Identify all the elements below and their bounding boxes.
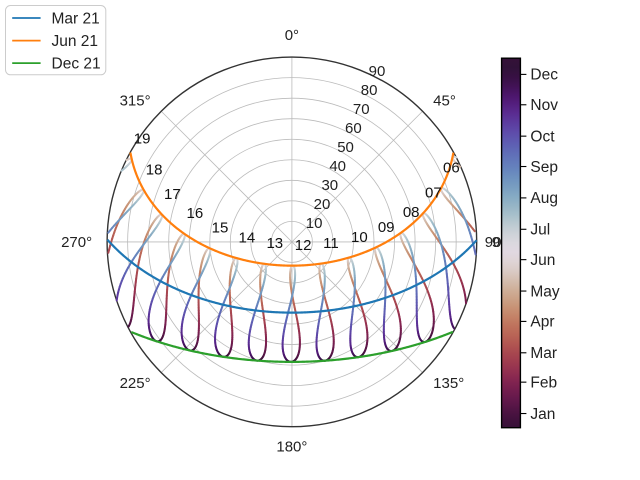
svg-text:Jun: Jun (530, 252, 555, 269)
svg-text:15: 15 (212, 220, 229, 237)
svg-text:16: 16 (187, 205, 204, 222)
svg-text:17: 17 (164, 186, 181, 203)
svg-text:Jun 21: Jun 21 (52, 33, 99, 50)
svg-text:Jul: Jul (530, 222, 550, 239)
svg-text:0°: 0° (285, 27, 299, 44)
svg-text:40: 40 (329, 158, 346, 175)
svg-text:80: 80 (361, 82, 378, 99)
svg-text:06: 06 (443, 160, 460, 177)
svg-text:Mar: Mar (530, 345, 557, 362)
svg-text:Mar 21: Mar 21 (52, 10, 100, 27)
svg-text:07: 07 (425, 185, 442, 202)
svg-text:10: 10 (351, 229, 368, 246)
svg-text:09: 09 (378, 219, 395, 236)
svg-text:50: 50 (337, 139, 354, 156)
svg-text:270°: 270° (61, 234, 92, 251)
svg-text:315°: 315° (120, 93, 151, 110)
svg-text:Apr: Apr (530, 314, 554, 331)
svg-text:60: 60 (345, 120, 362, 137)
svg-text:20: 20 (314, 196, 331, 213)
svg-text:Nov: Nov (530, 97, 558, 114)
svg-text:Dec 21: Dec 21 (52, 55, 101, 72)
svg-text:14: 14 (239, 229, 256, 246)
svg-text:30: 30 (321, 177, 338, 194)
svg-text:11: 11 (323, 235, 339, 252)
svg-text:Jan: Jan (530, 406, 555, 423)
svg-text:13: 13 (266, 235, 283, 252)
svg-text:12: 12 (295, 237, 312, 254)
svg-text:19: 19 (134, 131, 151, 148)
svg-text:10: 10 (306, 215, 323, 232)
svg-text:Oct: Oct (530, 128, 555, 145)
svg-text:18: 18 (146, 161, 163, 178)
svg-text:Dec: Dec (530, 67, 558, 84)
svg-text:90: 90 (485, 234, 502, 251)
svg-text:70: 70 (353, 101, 370, 118)
svg-text:08: 08 (403, 204, 420, 221)
svg-text:Sep: Sep (530, 159, 558, 176)
svg-text:225°: 225° (120, 375, 151, 392)
svg-text:Aug: Aug (530, 190, 558, 207)
svg-text:180°: 180° (276, 439, 307, 456)
svg-text:Feb: Feb (530, 374, 557, 391)
svg-text:May: May (530, 283, 560, 300)
svg-text:90: 90 (369, 63, 386, 80)
svg-text:45°: 45° (433, 93, 456, 110)
svg-text:135°: 135° (433, 375, 464, 392)
